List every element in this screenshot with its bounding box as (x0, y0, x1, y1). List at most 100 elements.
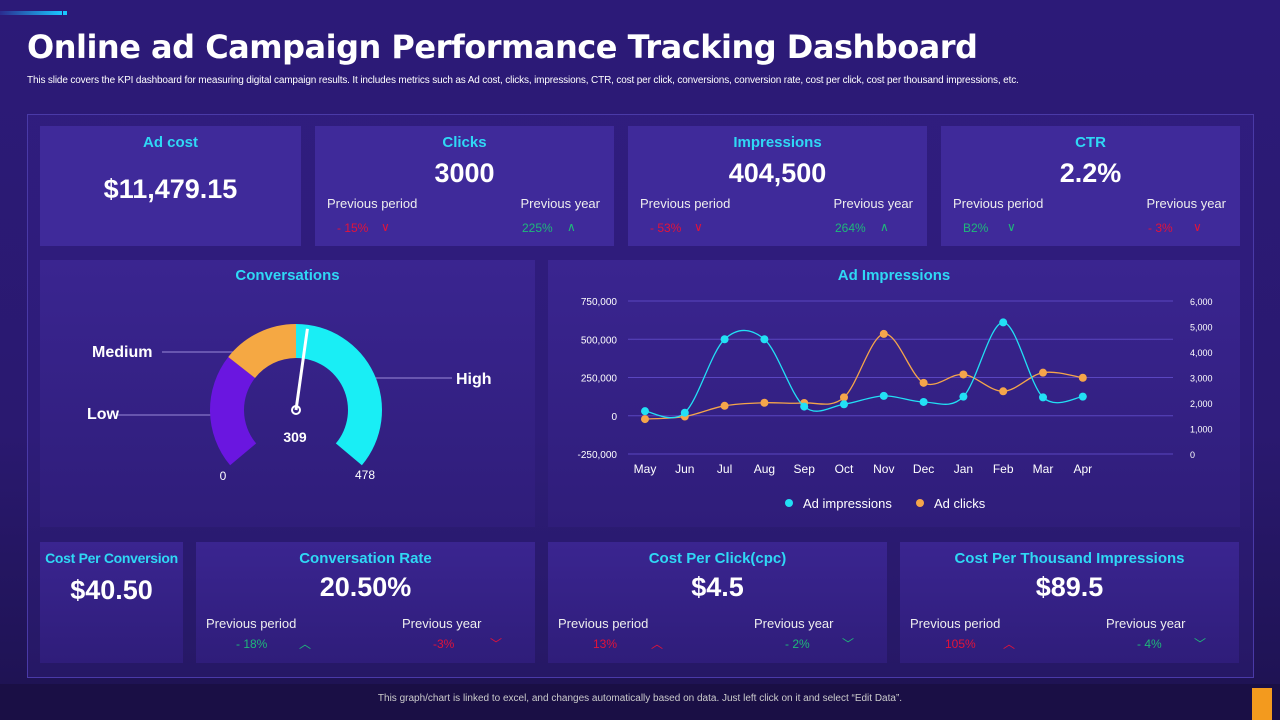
prev-year-value: 264% (835, 221, 866, 235)
bottom-kpi-card-1: Cost Per Click(cpc) $4.5 Previous period… (548, 542, 887, 663)
gauge-min: 0 (220, 469, 227, 483)
data-point (641, 415, 649, 424)
legend-label: Ad clicks (934, 496, 986, 511)
y-left-tick: 750,000 (581, 297, 618, 308)
data-point (1039, 368, 1047, 377)
gauge-high-label: High (456, 371, 492, 388)
y-left-tick: 250,000 (581, 374, 618, 385)
prev-year-label: Previous year (1106, 616, 1186, 631)
kpi-value: 404,500 (728, 158, 827, 188)
ad-impressions-card: Ad Impressions -250,000 0 250,000 500,000 75… (548, 260, 1240, 527)
y-right-tick: 0 (1190, 450, 1195, 460)
prev-year-value: - 3% (1148, 221, 1173, 235)
kpi-label: CTR (1075, 134, 1106, 151)
data-point (760, 398, 769, 407)
gauge-medium-label: Medium (92, 344, 152, 361)
trend-up-icon: ∧ (567, 220, 576, 234)
trend-down-icon: ∨ (381, 220, 390, 234)
gauge-title: Conversations (235, 267, 340, 284)
prev-year-value: - 2% (785, 637, 810, 651)
kpi-label: Cost Per Thousand Impressions (954, 550, 1185, 567)
legend-label: Ad impressions (803, 496, 892, 511)
trend-down-icon: ∨ (1007, 220, 1016, 234)
y-right-tick: 4,000 (1190, 348, 1213, 358)
data-point (680, 408, 689, 417)
x-tick: Aug (754, 462, 775, 476)
data-point (919, 397, 928, 406)
trend-up-icon: ∧ (880, 220, 889, 234)
cost-per-conversion-card: Cost Per Conversion $40.50 (40, 542, 183, 663)
trend-down-icon: ﹀ (1194, 637, 1207, 651)
y-right-tick: 3,000 (1190, 374, 1213, 384)
orange-accent (1252, 688, 1272, 720)
data-point (999, 387, 1008, 396)
bottom-kpi-card-0: Conversation Rate 20.50% Previous period… (196, 542, 535, 663)
accent-dot (63, 11, 67, 15)
kpi-card-0: Clicks 3000 Previous period Previous yea… (315, 126, 614, 246)
series-line-ad-impressions (644, 321, 1083, 419)
gauge-max: 478 (355, 468, 375, 482)
page-subtitle: This slide covers the KPI dashboard for … (27, 75, 1019, 86)
data-point (760, 335, 769, 344)
y-right-tick: 5,000 (1190, 323, 1213, 333)
kpi-card-2: CTR 2.2% Previous period Previous year B… (941, 126, 1240, 246)
kpi-card-1: Impressions 404,500 Previous period Prev… (628, 126, 927, 246)
data-point (959, 370, 968, 379)
legend-marker (785, 499, 793, 507)
x-tick: Oct (835, 462, 854, 476)
line-chart: -250,000 0 250,000 500,000 750,000 0 1,000 2,00… (578, 297, 1213, 511)
kpi-value: 20.50% (319, 572, 412, 602)
gauge-pivot (291, 405, 301, 415)
prev-period-label: Previous period (206, 616, 297, 631)
gauge-needle (294, 328, 309, 411)
y-right-tick: 2,000 (1190, 399, 1213, 409)
prev-period-value: 13% (593, 637, 618, 651)
prev-period-label: Previous period (953, 196, 1044, 211)
kpi-label: Conversation Rate (299, 550, 432, 567)
data-point (840, 400, 848, 409)
y-left-tick: 500,000 (581, 335, 618, 346)
y-left-tick: 0 (611, 412, 617, 423)
x-tick: Jun (675, 462, 694, 476)
data-point (840, 393, 848, 402)
data-point (879, 329, 888, 338)
data-point (720, 401, 729, 410)
kpi-label: Clicks (442, 134, 487, 151)
prev-period-value: - 15% (337, 221, 369, 235)
gauge-high-segment (296, 324, 382, 466)
data-point (800, 402, 809, 411)
gauge-medium-segment (228, 324, 296, 378)
ad-cost-value: $11,479.15 (103, 174, 238, 204)
prev-period-value: - 18% (236, 637, 268, 651)
y-left-tick: -250,000 (578, 450, 618, 461)
prev-year-label: Previous year (402, 616, 482, 631)
prev-year-label: Previous year (833, 196, 913, 211)
data-point (959, 392, 968, 401)
data-point (641, 407, 649, 416)
prev-period-label: Previous period (327, 196, 418, 211)
x-tick: Mar (1033, 462, 1054, 476)
page-title: Online ad Campaign Performance Tracking … (27, 28, 978, 66)
kpi-label: Impressions (733, 134, 822, 151)
y-right-tick: 6,000 (1190, 297, 1213, 307)
prev-period-label: Previous period (910, 616, 1001, 631)
kpi-value: 2.2% (1059, 158, 1122, 188)
prev-period-label: Previous period (640, 196, 731, 211)
trend-down-icon: ﹀ (490, 637, 503, 651)
data-point (1039, 393, 1047, 402)
data-point (720, 335, 729, 344)
data-point (999, 318, 1008, 327)
prev-period-value: - 53% (650, 221, 682, 235)
kpi-value: $4.5 (691, 572, 744, 602)
prev-year-value: -3% (433, 637, 455, 651)
x-tick: Dec (913, 462, 934, 476)
x-tick: Sep (794, 462, 816, 476)
trend-down-icon: ∨ (694, 220, 703, 234)
x-tick: Apr (1073, 462, 1092, 476)
footer-note: This graph/chart is linked to excel, and… (0, 684, 1280, 720)
trend-down-icon: ∨ (1193, 220, 1202, 234)
accent-bar (0, 11, 62, 15)
x-tick: Jan (954, 462, 973, 476)
y-right-tick: 1,000 (1190, 425, 1213, 435)
prev-period-value: 105% (945, 637, 976, 651)
